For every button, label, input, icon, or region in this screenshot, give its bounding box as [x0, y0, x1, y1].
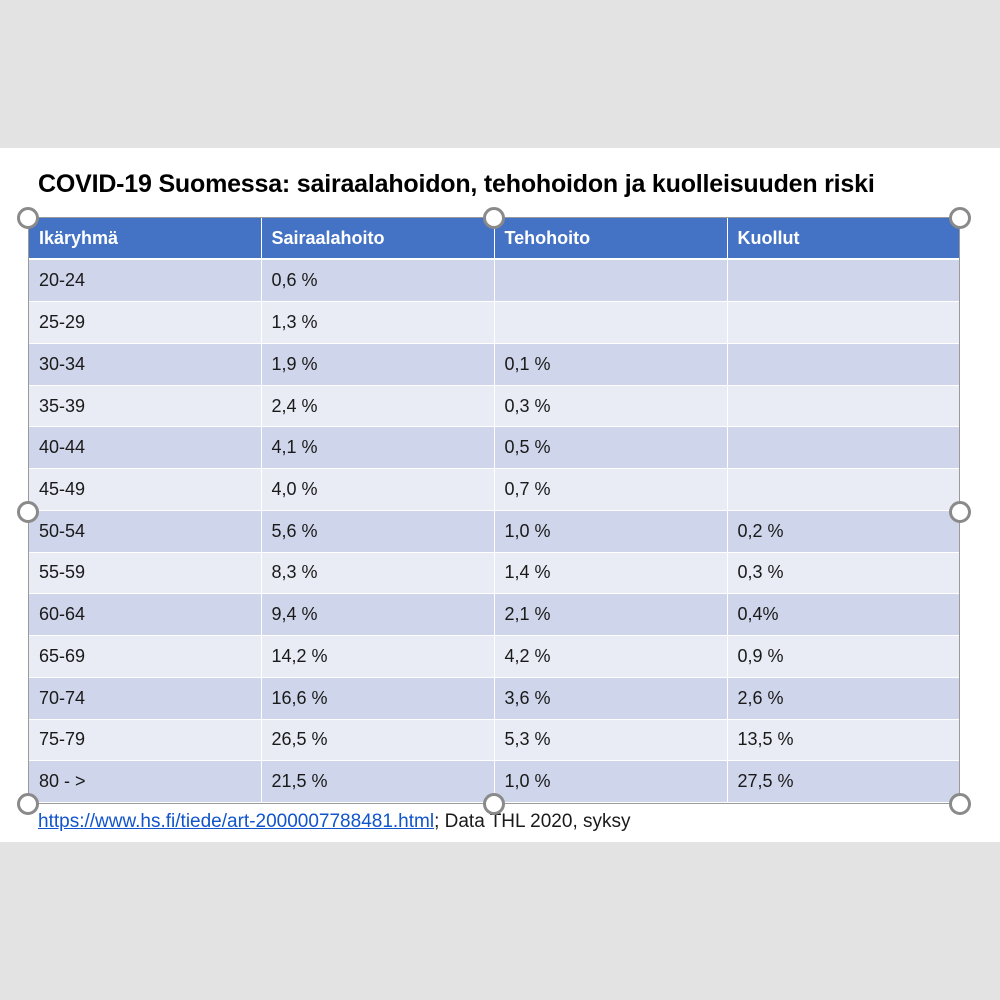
resize-handle-bottom-middle[interactable] — [483, 793, 505, 815]
cell-age-group[interactable]: 65-69 — [29, 635, 262, 678]
cell-deceased[interactable]: 13,5 % — [727, 719, 959, 762]
cell-intensive-care[interactable]: 0,3 % — [494, 385, 728, 428]
cell-intensive-care[interactable]: 0,7 % — [494, 468, 728, 511]
data-table-frame[interactable]: Ikäryhmä Sairaalahoito Tehohoito Kuollut… — [28, 217, 960, 804]
resize-handle-middle-left[interactable] — [17, 501, 39, 523]
cell-deceased[interactable] — [727, 259, 959, 303]
cell-hospital-care[interactable]: 26,5 % — [261, 719, 495, 762]
cell-intensive-care[interactable]: 1,0 % — [494, 760, 728, 803]
cell-age-group[interactable]: 20-24 — [29, 259, 262, 303]
cell-intensive-care[interactable]: 0,1 % — [494, 343, 728, 386]
cell-hospital-care[interactable]: 8,3 % — [261, 552, 495, 595]
cell-hospital-care[interactable]: 1,3 % — [261, 301, 495, 344]
table-body: 20-24 0,6 % 25-29 1,3 % 30-34 1,9 % 0,1 % 35-39… — [29, 259, 959, 803]
cell-intensive-care[interactable] — [494, 301, 728, 344]
table-row: 60-64 9,4 % 2,1 % 0,4% — [29, 593, 959, 637]
cell-intensive-care[interactable]: 3,6 % — [494, 677, 728, 720]
table-row: 55-59 8,3 % 1,4 % 0,3 % — [29, 552, 959, 595]
cell-intensive-care[interactable]: 0,5 % — [494, 426, 728, 470]
resize-handle-top-middle[interactable] — [483, 207, 505, 229]
table-row: 75-79 26,5 % 5,3 % 13,5 % — [29, 719, 959, 762]
table-row: 40-44 4,1 % 0,5 % — [29, 426, 959, 470]
cell-intensive-care[interactable]: 1,0 % — [494, 510, 728, 553]
cell-age-group[interactable]: 70-74 — [29, 677, 262, 720]
data-table[interactable]: Ikäryhmä Sairaalahoito Tehohoito Kuollut… — [29, 218, 959, 803]
table-row: 20-24 0,6 % — [29, 259, 959, 303]
cell-age-group[interactable]: 45-49 — [29, 468, 262, 511]
cell-hospital-care[interactable]: 4,1 % — [261, 426, 495, 470]
cell-deceased[interactable] — [727, 343, 959, 386]
table-row: 35-39 2,4 % 0,3 % — [29, 385, 959, 428]
cell-deceased[interactable]: 0,4% — [727, 593, 959, 637]
table-row: 80 - >21,5 % 1,0 % 27,5 % — [29, 760, 959, 803]
cell-hospital-care[interactable]: 1,9 % — [261, 343, 495, 386]
source-link[interactable]: https://www.hs.fi/tiede/art-200000778848… — [38, 811, 435, 832]
cell-age-group[interactable]: 50-54 — [29, 510, 262, 553]
cell-hospital-care[interactable]: 14,2 % — [261, 635, 495, 678]
cell-age-group[interactable]: 25-29 — [29, 301, 262, 344]
resize-handle-bottom-right[interactable] — [949, 793, 971, 815]
cell-hospital-care[interactable]: 2,4 % — [261, 385, 495, 428]
cell-hospital-care[interactable]: 0,6 % — [261, 259, 495, 303]
cell-age-group[interactable]: 55-59 — [29, 552, 262, 595]
cell-deceased[interactable] — [727, 385, 959, 428]
resize-handle-middle-right[interactable] — [949, 501, 971, 523]
table-row: 45-49 4,0 % 0,7 % — [29, 468, 959, 511]
cell-hospital-care[interactable]: 9,4 % — [261, 593, 495, 637]
cell-deceased[interactable]: 27,5 % — [727, 760, 959, 803]
cell-intensive-care[interactable]: 4,2 % — [494, 635, 728, 678]
source-text: ; Data THL 2020, syksy — [434, 811, 631, 832]
cell-intensive-care[interactable]: 2,1 % — [494, 593, 728, 637]
header-deceased[interactable]: Kuollut — [727, 218, 959, 260]
table-header-row: Ikäryhmä Sairaalahoito Tehohoito Kuollut — [29, 218, 959, 260]
table-row: 50-54 5,6 % 1,0 % 0,2 % — [29, 510, 959, 553]
cell-hospital-care[interactable]: 16,6 % — [261, 677, 495, 720]
cell-age-group[interactable]: 80 - > — [29, 760, 262, 803]
cell-deceased[interactable] — [727, 468, 959, 511]
resize-handle-top-right[interactable] — [949, 207, 971, 229]
cell-intensive-care[interactable] — [494, 259, 728, 303]
cell-age-group[interactable]: 60-64 — [29, 593, 262, 637]
cell-deceased[interactable]: 0,2 % — [727, 510, 959, 553]
cell-deceased[interactable] — [727, 426, 959, 470]
table-row: 65-69 14,2 % 4,2 % 0,9 % — [29, 635, 959, 678]
source-footer: https://www.hs.fi/tiede/art-200000778848… — [38, 811, 631, 833]
header-age-group[interactable]: Ikäryhmä — [29, 218, 262, 260]
header-hospital-care[interactable]: Sairaalahoito — [261, 218, 495, 260]
cell-age-group[interactable]: 30-34 — [29, 343, 262, 386]
cell-age-group[interactable]: 35-39 — [29, 385, 262, 428]
cell-intensive-care[interactable]: 1,4 % — [494, 552, 728, 595]
cell-hospital-care[interactable]: 4,0 % — [261, 468, 495, 511]
cell-deceased[interactable]: 0,9 % — [727, 635, 959, 678]
cell-hospital-care[interactable]: 21,5 % — [261, 760, 495, 803]
cell-hospital-care[interactable]: 5,6 % — [261, 510, 495, 553]
cell-age-group[interactable]: 40-44 — [29, 426, 262, 470]
resize-handle-top-left[interactable] — [17, 207, 39, 229]
table-row: 30-34 1,9 % 0,1 % — [29, 343, 959, 386]
cell-deceased[interactable] — [727, 301, 959, 344]
table-row: 70-74 16,6 % 3,6 % 2,6 % — [29, 677, 959, 720]
cell-deceased[interactable]: 0,3 % — [727, 552, 959, 595]
cell-intensive-care[interactable]: 5,3 % — [494, 719, 728, 762]
cell-deceased[interactable]: 2,6 % — [727, 677, 959, 720]
slide: COVID-19 Suomessa: sairaalahoidon, tehoh… — [0, 148, 1000, 842]
table-row: 25-29 1,3 % — [29, 301, 959, 344]
slide-title[interactable]: COVID-19 Suomessa: sairaalahoidon, tehoh… — [38, 170, 875, 198]
header-intensive-care[interactable]: Tehohoito — [494, 218, 728, 260]
cell-age-group[interactable]: 75-79 — [29, 719, 262, 762]
resize-handle-bottom-left[interactable] — [17, 793, 39, 815]
